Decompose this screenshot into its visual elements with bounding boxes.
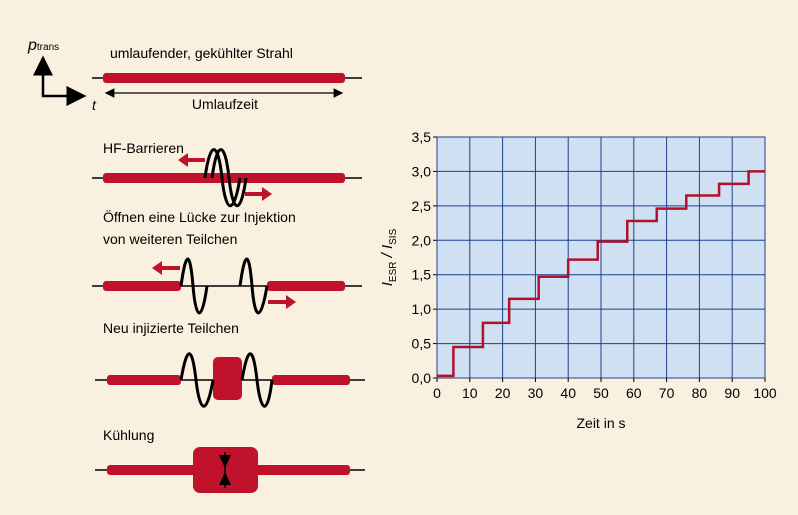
x-tick-label: 0 — [433, 385, 441, 401]
row-label: Öffnen eine Lücke zur Injektion — [103, 208, 296, 225]
x-tick-label: 70 — [659, 385, 675, 401]
x-tick-label: 10 — [462, 385, 478, 401]
y-tick-label: 2,5 — [412, 198, 432, 214]
span-label: Umlaufzeit — [192, 96, 258, 112]
figure: ptrans t umlaufender, gekühlter Strahl U… — [0, 0, 798, 515]
x-tick-label: 60 — [626, 385, 642, 401]
y-axis-label-part: ESR — [388, 262, 399, 283]
y-tick-label: 0,0 — [412, 370, 432, 386]
x-tick-label: 90 — [724, 385, 740, 401]
y-tick-label: 1,5 — [412, 267, 432, 283]
x-tick-label: 50 — [593, 385, 609, 401]
x-tick-label: 100 — [753, 385, 777, 401]
x-tick-label: 40 — [560, 385, 576, 401]
row-label: von weiteren Teilchen — [103, 231, 237, 247]
y-axis-label-part: SIS — [388, 228, 399, 244]
x-axis-label: Zeit in s — [576, 415, 625, 431]
x-tick-label: 80 — [692, 385, 708, 401]
x-tick-label: 20 — [495, 385, 511, 401]
y-tick-label: 1,0 — [412, 301, 432, 317]
x-tick-label: 30 — [528, 385, 544, 401]
row-label: umlaufender, gekühlter Strahl — [110, 45, 293, 61]
y-axis-label-part: / I — [379, 245, 396, 262]
y-tick-label: 0,5 — [412, 336, 432, 352]
row-label: Neu injizierte Teilchen — [103, 320, 239, 336]
y-tick-label: 3,0 — [412, 163, 432, 179]
row-label: Kühlung — [103, 427, 154, 443]
row-label: HF-Barrieren — [103, 140, 184, 156]
y-tick-label: 2,0 — [412, 232, 432, 248]
y-tick-label: 3,5 — [412, 129, 432, 145]
